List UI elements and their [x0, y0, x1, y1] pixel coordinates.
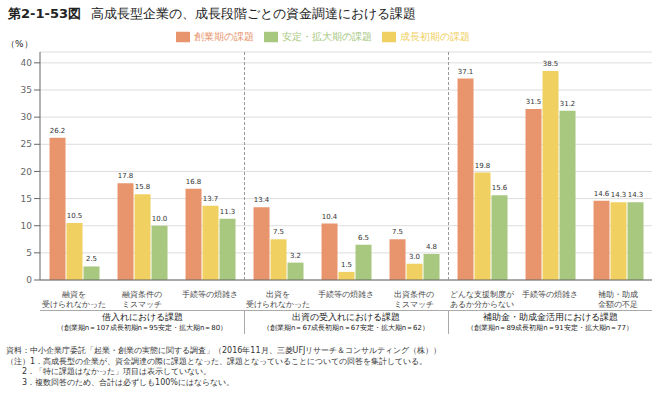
- svg-text:11.3: 11.3: [220, 208, 236, 216]
- svg-text:融資条件のミスマッチ: 融資条件のミスマッチ: [122, 290, 162, 308]
- html-text:高成長型企業の、成長段階ごとの資金調達における課題: 高成長型企業の、成長段階ごとの資金調達における課題: [91, 6, 416, 21]
- svg-text:19.8: 19.8: [475, 162, 491, 170]
- svg-text:出資を受けられなかった: 出資を受けられなかった: [246, 290, 310, 308]
- svg-text:14.3: 14.3: [628, 191, 644, 199]
- html-text:2．「特に課題はなかった」項目は表示していない。: 2．「特に課題はなかった」項目は表示していない。: [6, 367, 212, 376]
- svg-text:35: 35: [21, 85, 32, 95]
- svg-text:手続等の煩雑さ: 手続等の煩雑さ: [522, 290, 578, 299]
- html-text:（創業期n＝89成長初期n＝91安定・拡大期n＝77）: （創業期n＝89成長初期n＝91安定・拡大期n＝77）: [467, 324, 633, 332]
- svg-text:7.5: 7.5: [392, 228, 403, 236]
- svg-text:14.6: 14.6: [594, 190, 610, 198]
- svg-text:40: 40: [21, 58, 33, 68]
- svg-text:31.5: 31.5: [526, 98, 542, 106]
- svg-text:補助・助成金額の不足: 補助・助成金額の不足: [598, 290, 638, 308]
- svg-text:38.5: 38.5: [543, 60, 559, 68]
- svg-text:13.4: 13.4: [254, 196, 270, 204]
- svg-text:15.8: 15.8: [135, 183, 151, 191]
- svg-text:2.5: 2.5: [86, 255, 97, 263]
- html-text:補助金・助成金活用における課題: 補助金・助成金活用における課題: [482, 312, 618, 322]
- svg-text:0: 0: [26, 275, 32, 285]
- svg-text:37.1: 37.1: [458, 68, 474, 76]
- svg-text:6.5: 6.5: [358, 234, 369, 242]
- svg-text:融資を受けられなかった: 融資を受けられなかった: [42, 290, 106, 308]
- svg-text:3.2: 3.2: [290, 252, 301, 260]
- html-text:第2-1-53図: 第2-1-53図: [8, 6, 81, 21]
- svg-text:10: 10: [21, 221, 33, 231]
- html-text:安定・拡大期の課題: 安定・拡大期の課題: [282, 31, 372, 42]
- svg-text:どんな支援制度があるか分からない: どんな支援制度があるか分からない: [450, 290, 515, 308]
- svg-text:1.5: 1.5: [341, 261, 352, 269]
- html-text:借入れにおける課題: 借入れにおける課題: [101, 312, 183, 322]
- html-text:出資の受入れにおける課題: 出資の受入れにおける課題: [292, 312, 400, 322]
- html-text:3．複数回答のため、合計は必ずしも100%にはならない。: 3．複数回答のため、合計は必ずしも100%にはならない。: [6, 377, 234, 387]
- svg-text:16.8: 16.8: [186, 178, 202, 186]
- html-text:（創業期n＝67成長初期n＝67安定・拡大期n＝62）: （創業期n＝67成長初期n＝67安定・拡大期n＝62）: [263, 324, 429, 332]
- html-text:（創業期n＝107成長初期n＝95安定・拡大期n＝80）: （創業期n＝107成長初期n＝95安定・拡大期n＝80）: [56, 324, 228, 332]
- svg-text:3.0: 3.0: [409, 253, 420, 261]
- svg-text:5: 5: [26, 248, 32, 258]
- svg-text:26.2: 26.2: [50, 127, 66, 135]
- svg-text:15.6: 15.6: [492, 184, 508, 192]
- svg-text:30: 30: [21, 112, 33, 122]
- svg-text:13.7: 13.7: [203, 195, 219, 203]
- svg-text:25: 25: [21, 139, 32, 149]
- svg-text:7.5: 7.5: [273, 228, 284, 236]
- svg-text:手続等の煩雑さ: 手続等の煩雑さ: [318, 290, 374, 299]
- svg-text:10.0: 10.0: [152, 215, 168, 223]
- svg-text:14.3: 14.3: [611, 191, 627, 199]
- html-text:成長初期の課題: 成長初期の課題: [400, 31, 470, 42]
- svg-text:31.2: 31.2: [560, 100, 576, 108]
- html-text:（注）1．高成長型の企業が、資金調達の際に課題となった、課題: （注）1．高成長型の企業が、資金調達の際に課題となった、課題となっていることにつ…: [6, 356, 428, 366]
- svg-text:17.8: 17.8: [118, 172, 134, 180]
- svg-text:20: 20: [21, 167, 33, 177]
- html-text:創業期の課題: 創業期の課題: [194, 31, 254, 42]
- svg-text:10.4: 10.4: [322, 213, 338, 221]
- svg-text:4.8: 4.8: [426, 243, 437, 251]
- svg-text:手続等の煩雑さ: 手続等の煩雑さ: [182, 290, 238, 299]
- svg-text:15: 15: [21, 194, 32, 204]
- svg-text:出資条件のミスマッチ: 出資条件のミスマッチ: [394, 290, 434, 308]
- html-text:資料：中小企業庁委託「起業・創業の実態に関する調査」（201: 資料：中小企業庁委託「起業・創業の実態に関する調査」（2016年11月、三菱UF…: [6, 346, 442, 355]
- svg-text:10.5: 10.5: [67, 212, 83, 220]
